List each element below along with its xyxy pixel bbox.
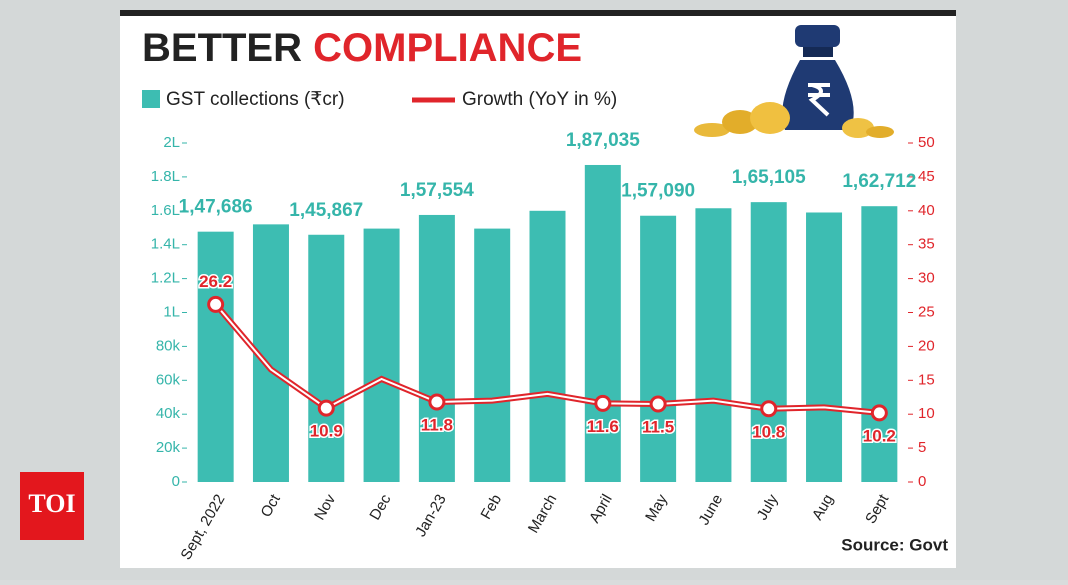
y-tick-label: 1L <box>163 303 180 320</box>
y2-tick-label: 15 <box>918 371 935 388</box>
bar-value-label: 1,65,105 <box>732 167 806 188</box>
title-part: BETTER <box>142 26 302 70</box>
bar <box>529 210 566 483</box>
coin <box>750 102 790 134</box>
y2-tick-label: 5 <box>918 439 926 456</box>
y-tick-label: 40k <box>156 405 181 422</box>
bar <box>861 206 898 482</box>
y-tick-label: 1.8L <box>151 168 180 185</box>
coin <box>722 110 758 134</box>
bar-value-label: 1,45,867 <box>289 200 363 221</box>
growth-value-label: 10.8 <box>752 422 785 441</box>
y2-tick-label: 0 <box>918 473 926 490</box>
growth-value-label: 10.9 <box>310 422 343 441</box>
bag-top <box>795 25 840 47</box>
y-tick-label: 1.6L <box>151 202 180 219</box>
bar <box>584 164 621 482</box>
logo-box <box>20 472 84 540</box>
money-bag-illustration <box>694 25 894 138</box>
y2-tick-label: 50 <box>918 134 935 151</box>
source: Source: Govt <box>841 535 948 554</box>
logo: TOI <box>28 489 75 518</box>
chart-title: BETTER COMPLIANCE <box>142 26 582 70</box>
growth-value-label: 11.5 <box>642 418 674 437</box>
y2-tick-label: 45 <box>918 168 935 185</box>
bar <box>806 212 843 482</box>
growth-point <box>649 395 667 413</box>
y2-tick-label: 30 <box>918 270 935 287</box>
growth-point <box>594 394 612 412</box>
title-part: COMPLIANCE <box>313 26 582 70</box>
y-tick-label: 1.2L <box>151 270 180 287</box>
y2-tick-label: 20 <box>918 337 935 354</box>
panel-top-rule <box>120 10 956 16</box>
y2-tick-label: 40 <box>918 202 935 219</box>
growth-value-label: 11.6 <box>587 417 619 436</box>
y-tick-label: 1.4L <box>151 236 180 253</box>
bar <box>363 228 400 482</box>
growth-point <box>207 295 225 313</box>
bar-value-label: 1,57,554 <box>400 180 474 201</box>
bar <box>695 208 732 482</box>
bar <box>640 215 677 482</box>
legend-swatch <box>142 90 160 108</box>
growth-value-label: 11.8 <box>421 415 453 434</box>
bar <box>418 214 455 482</box>
bar <box>750 202 787 482</box>
y2-tick-label: 10 <box>918 405 935 422</box>
bar-value-label: 1,87,035 <box>566 130 640 151</box>
growth-point <box>317 399 335 417</box>
legend-label: GST collections (₹cr) <box>166 89 345 110</box>
coin <box>842 118 874 138</box>
y-tick-label: 20k <box>156 439 181 456</box>
growth-value-label: 26.2 <box>199 272 232 291</box>
y-tick-label: 60k <box>156 371 181 388</box>
bar-value-label: 1,47,686 <box>179 197 253 218</box>
rupee-symbol <box>808 83 830 117</box>
growth-value-label: 10.2 <box>863 426 896 445</box>
bar-value-label: 1,62,712 <box>842 171 916 192</box>
bag-tie <box>803 47 833 57</box>
y-tick-label: 80k <box>156 337 181 354</box>
growth-point <box>870 404 888 422</box>
bar <box>308 234 345 482</box>
y-tick-label: 2L <box>163 134 180 151</box>
y-tick-label: 0 <box>172 473 180 490</box>
bar <box>474 228 511 482</box>
growth-point <box>760 400 778 418</box>
legend-label: Growth (YoY in %) <box>462 89 617 110</box>
coin <box>866 126 894 138</box>
y2-tick-label: 35 <box>918 236 935 253</box>
bar <box>197 231 234 482</box>
growth-point <box>428 393 446 411</box>
coin <box>694 123 730 137</box>
y2-tick-label: 25 <box>918 303 935 320</box>
bar-value-label: 1,57,090 <box>621 181 695 202</box>
